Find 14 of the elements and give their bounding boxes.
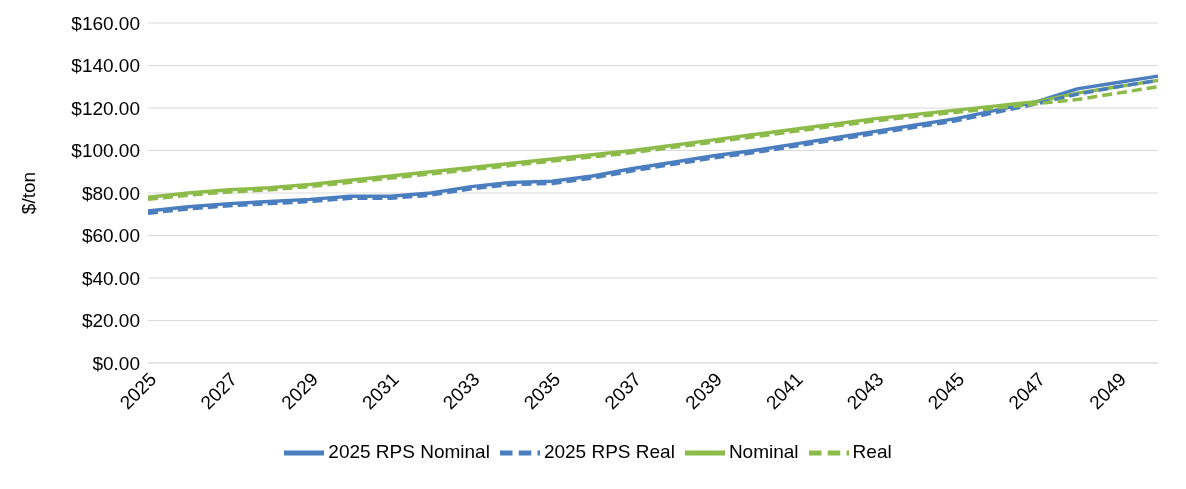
legend-label: 2025 RPS Nominal xyxy=(328,441,490,463)
y-tick-label: $20.00 xyxy=(81,310,140,332)
y-tick-label: $120.00 xyxy=(71,97,140,119)
y-tick-label: $140.00 xyxy=(71,55,140,77)
y-tick-label: $60.00 xyxy=(81,225,140,247)
y-tick-label: $0.00 xyxy=(92,352,140,374)
y-tick-label: $100.00 xyxy=(71,140,140,162)
legend-label: 2025 RPS Real xyxy=(543,441,675,463)
legend-label: Nominal xyxy=(728,441,799,463)
y-tick-label: $160.00 xyxy=(71,12,140,34)
y-tick-label: $80.00 xyxy=(81,182,140,204)
y-tick-label: $40.00 xyxy=(81,267,140,289)
legend-label: Real xyxy=(852,441,892,463)
y-axis-title: $/ton xyxy=(17,171,39,215)
